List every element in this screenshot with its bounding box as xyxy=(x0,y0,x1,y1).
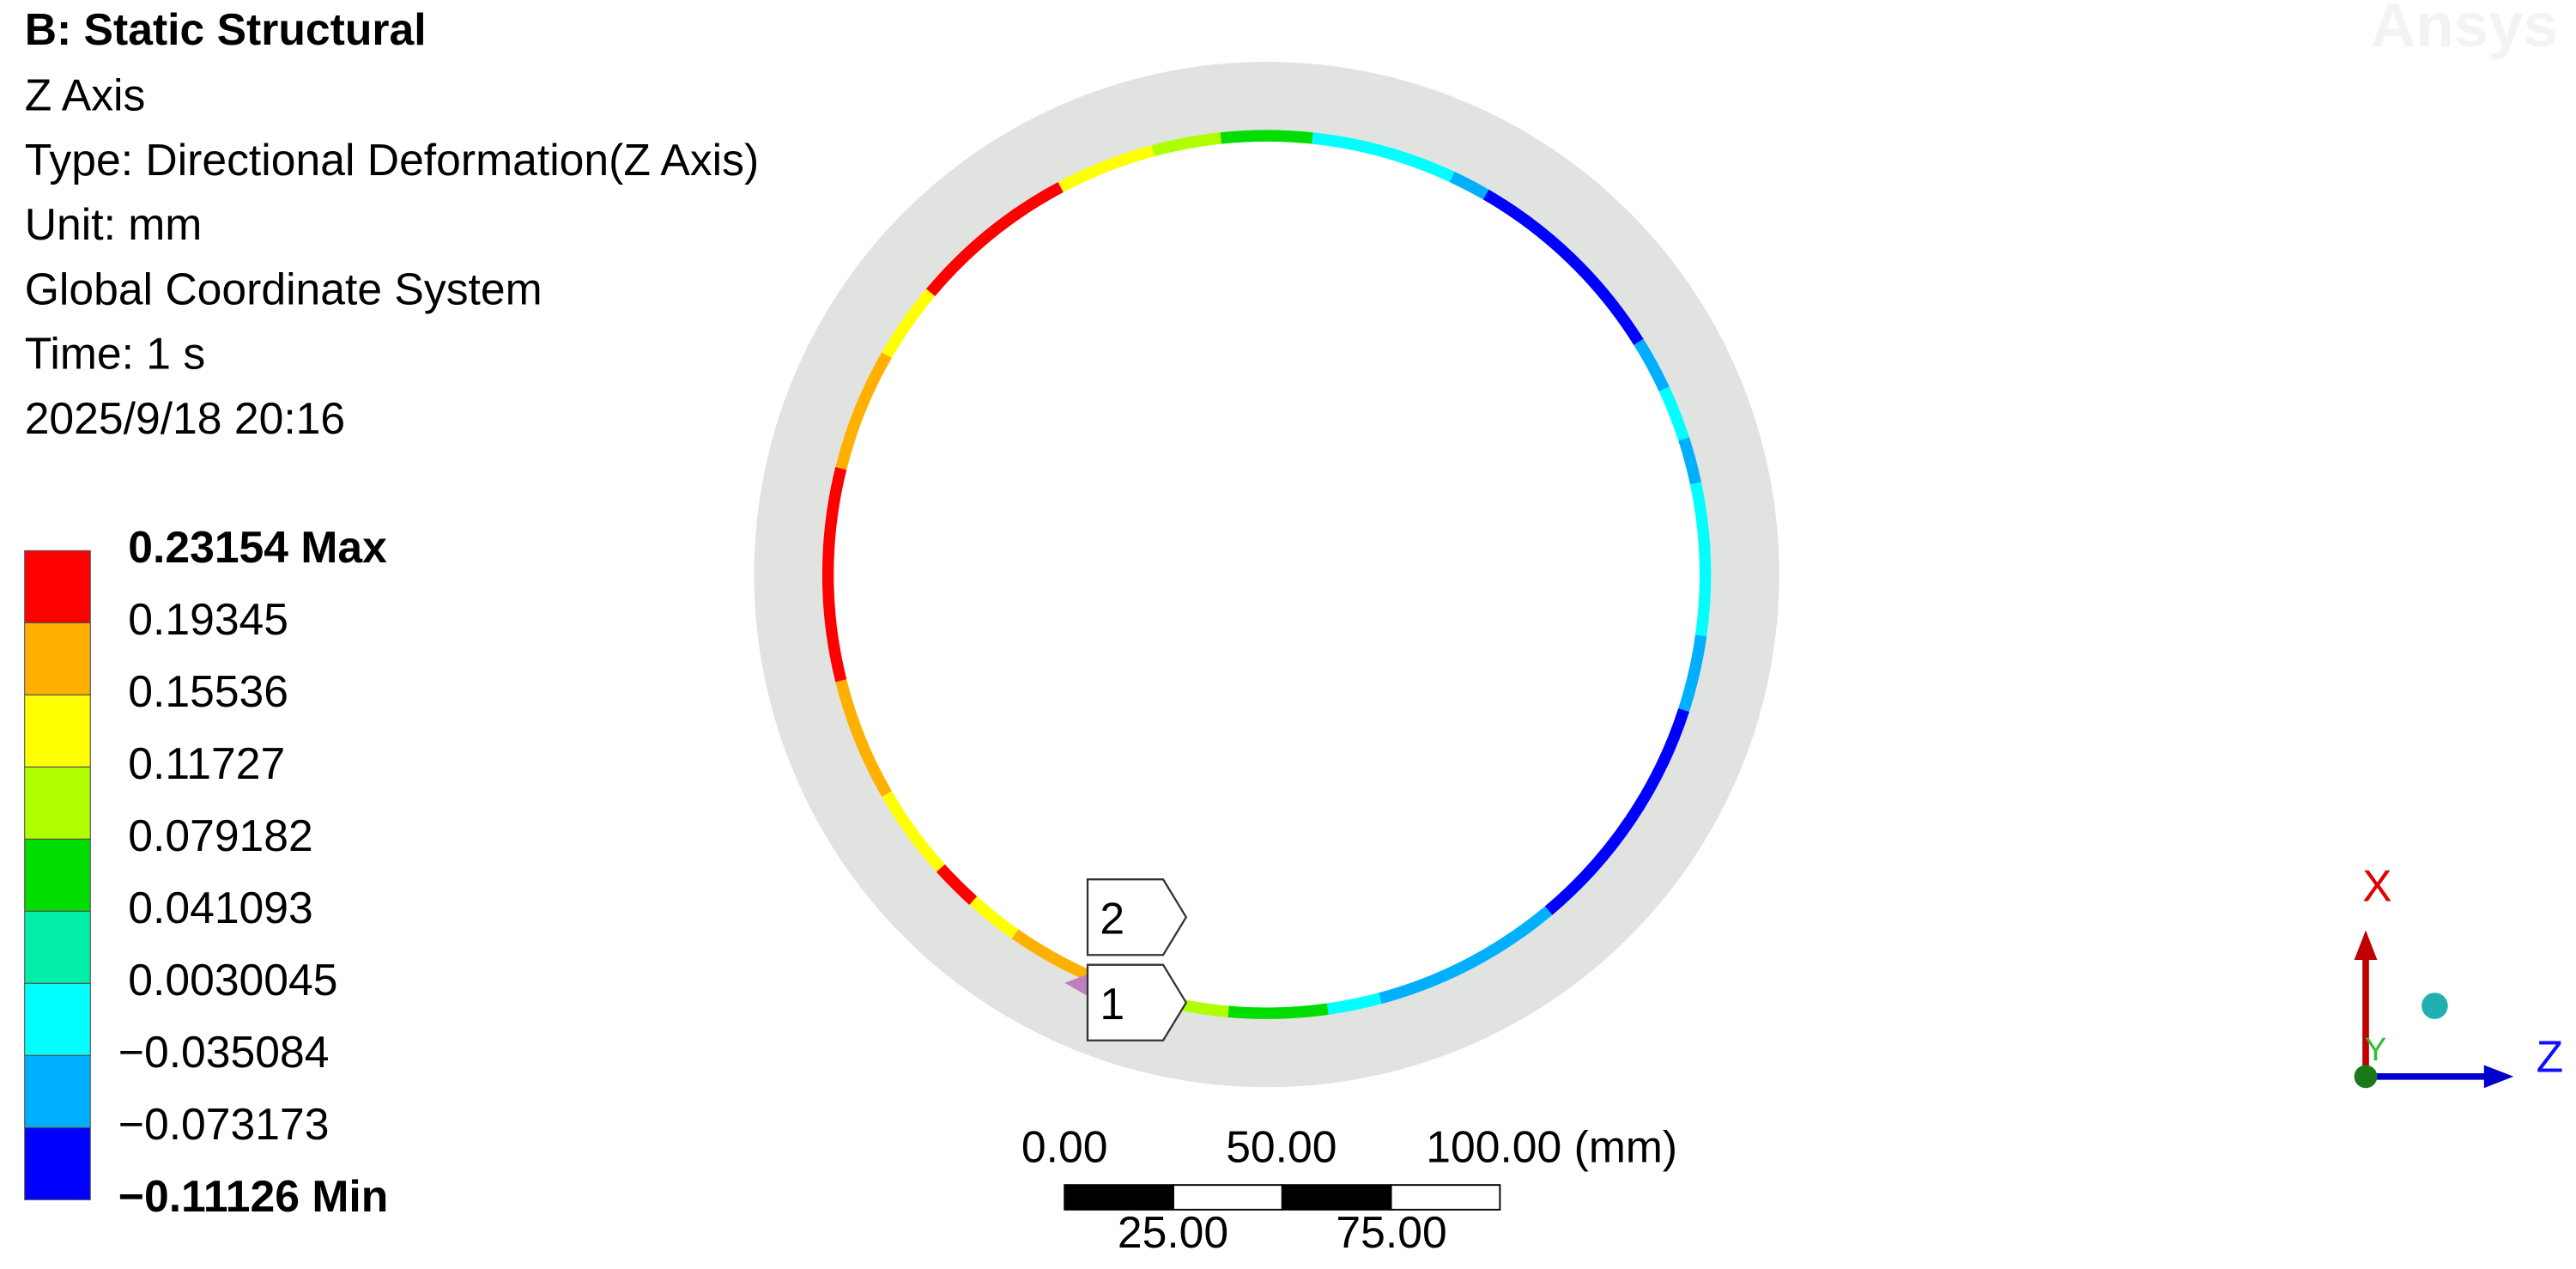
legend-swatch xyxy=(24,838,91,912)
legend-label: 0.079182 xyxy=(128,811,312,860)
triad-x-label: X xyxy=(2362,860,2391,910)
ring-segment xyxy=(1312,132,1455,183)
ring-segment xyxy=(882,791,945,872)
header-title: B: Static Structural xyxy=(25,4,427,54)
scale-label: 50.00 xyxy=(1226,1122,1336,1172)
legend-label: 0.0030045 xyxy=(128,955,337,1005)
watermark: Ansys xyxy=(2371,0,2558,60)
triad: X Y Z xyxy=(2354,860,2564,1089)
ring-segment xyxy=(1633,338,1670,392)
scale-segment xyxy=(1173,1184,1283,1211)
ring-segment xyxy=(1151,132,1221,157)
ring-segment xyxy=(1326,993,1382,1015)
ring-segment xyxy=(1482,189,1644,345)
legend-label: −0.11126 Min xyxy=(118,1171,388,1221)
probes: 21 xyxy=(1086,878,1188,1041)
probe-box xyxy=(1086,878,1188,956)
scale-label: 100.00 (mm) xyxy=(1426,1122,1677,1172)
model-inner xyxy=(822,131,1711,1018)
origin xyxy=(2354,1065,2378,1089)
legend-label: 0.19345 xyxy=(128,594,288,644)
scale-bar: 0.00 50.00 100.00 (mm) 25.00 75.00 xyxy=(1021,1122,1677,1258)
ring-segment xyxy=(835,352,892,471)
x-arrow-head xyxy=(2354,930,2378,960)
ring-segment xyxy=(1544,707,1689,915)
legend-swatch xyxy=(24,1126,91,1200)
legend-swatch xyxy=(24,694,91,768)
probe-label: 2 xyxy=(1100,894,1124,944)
ring-segment xyxy=(1379,906,1553,1005)
scale-segment xyxy=(1064,1184,1174,1211)
probe-marker xyxy=(1064,973,1091,997)
legend-label: 0.23154 Max xyxy=(128,522,387,572)
ring-segment xyxy=(1689,482,1712,637)
header-line: 2025/9/18 20:16 xyxy=(25,393,345,443)
scale-label: 75.00 xyxy=(1336,1207,1446,1257)
view-sphere xyxy=(2421,993,2448,1019)
triad-z-label: Z xyxy=(2537,1031,2564,1081)
header-line: Z Axis xyxy=(25,70,146,120)
legend-label: −0.035084 xyxy=(118,1027,330,1077)
triad-y-label: Y xyxy=(2365,1031,2387,1068)
legend-swatch xyxy=(24,622,91,695)
ring-segment xyxy=(969,896,1019,939)
header-line: Time: 1 s xyxy=(25,329,205,379)
ring-segment xyxy=(835,679,892,797)
ring-segment xyxy=(1220,130,1313,144)
ring-segment xyxy=(1658,386,1689,441)
header-line: Unit: mm xyxy=(25,199,203,249)
legend-label: −0.073173 xyxy=(118,1099,330,1149)
legend: 0.23154 Max 0.19345 0.15536 0.11727 0.079182… xyxy=(24,522,388,1221)
header-line: Global Coordinate System xyxy=(25,264,542,313)
z-arrow-head xyxy=(2483,1065,2514,1089)
ring-segment xyxy=(1449,171,1489,200)
ring-segment xyxy=(926,182,1064,296)
ring-segment xyxy=(882,288,936,359)
scale-label: 0.00 xyxy=(1021,1122,1108,1172)
ring-segment xyxy=(821,466,847,683)
legend-swatch xyxy=(24,1054,91,1128)
legend-label: 0.041093 xyxy=(128,883,312,932)
header-lines: Z Axis Type: Directional Deformation(Z Ax… xyxy=(25,70,759,443)
ring-segment xyxy=(1678,634,1707,713)
legend-label: 0.11727 xyxy=(128,738,285,788)
ring-segment xyxy=(1678,437,1702,485)
ring-segment xyxy=(1227,1003,1329,1019)
probe-box xyxy=(1086,963,1188,1041)
ring-segment xyxy=(1058,145,1155,192)
header-line: Type: Directional Deformation(Z Axis) xyxy=(25,135,759,185)
ring-segment xyxy=(936,864,978,905)
probe-label: 1 xyxy=(1100,979,1124,1029)
scale-label: 25.00 xyxy=(1118,1207,1228,1257)
legend-swatch xyxy=(24,549,91,623)
legend-swatch xyxy=(24,766,91,840)
legend-label: 0.15536 xyxy=(128,666,288,716)
legend-swatch xyxy=(24,982,91,1056)
scale-segment xyxy=(1281,1184,1392,1211)
result-ring xyxy=(821,130,1712,1019)
legend-swatch xyxy=(24,910,91,984)
scale-segment xyxy=(1390,1184,1501,1211)
